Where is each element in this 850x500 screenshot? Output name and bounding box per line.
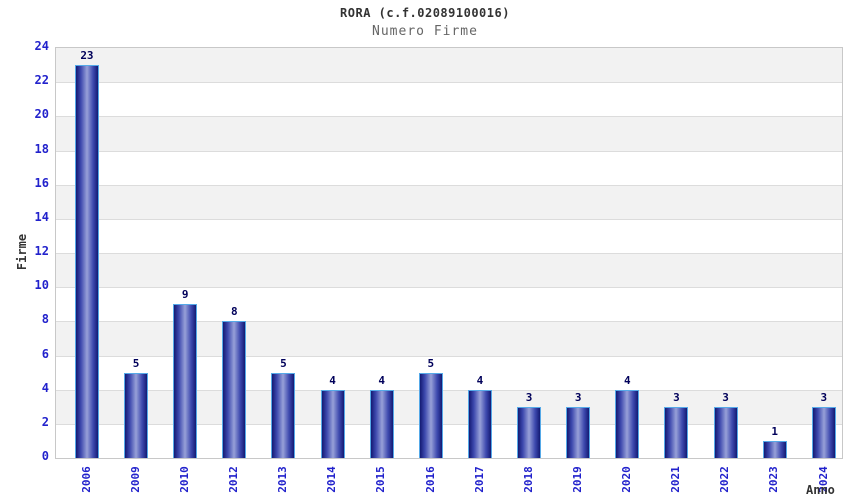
grid-line — [56, 287, 842, 289]
bar-value-label: 5 — [427, 356, 435, 370]
x-tick-label: 2019 — [570, 465, 584, 493]
bar-value-label: 8 — [231, 305, 238, 319]
y-tick-label: 12 — [34, 244, 49, 258]
x-tick-label: 2010 — [177, 465, 191, 493]
grid-line — [56, 82, 842, 84]
plot-band — [56, 82, 842, 117]
bar-2010 — [173, 304, 198, 458]
grid-line — [56, 184, 842, 186]
bar-value-label: 4 — [378, 373, 385, 387]
bar-value-label: 4 — [329, 373, 336, 387]
x-tick-label: 2012 — [226, 465, 240, 493]
bar-value-label: 5 — [280, 356, 287, 370]
bar-value-label: 3 — [574, 390, 582, 404]
bar-value-label: 4 — [624, 373, 631, 387]
bar-value-label: 3 — [722, 390, 729, 404]
bar-2021 — [664, 406, 689, 458]
bar-value-label: 3 — [525, 390, 533, 404]
grid-line — [56, 355, 842, 357]
grid-line — [56, 150, 842, 152]
bar-value-label: 3 — [820, 390, 828, 404]
y-tick-label: 24 — [34, 39, 49, 53]
plot-band — [56, 218, 842, 253]
bar-2017 — [467, 389, 492, 458]
y-tick-label: 8 — [41, 312, 49, 327]
y-axis-label: Firme — [15, 233, 29, 271]
plot-band — [56, 184, 842, 219]
bar-2006 — [74, 65, 99, 458]
x-tick-label: 2015 — [374, 465, 388, 493]
plot-band — [56, 116, 842, 151]
grid-line — [56, 321, 842, 323]
chart-title: RORA (c.f.02089100016) — [340, 6, 510, 20]
bar-2022 — [713, 406, 738, 458]
bar-2016 — [418, 372, 443, 458]
bar-2020 — [615, 389, 640, 458]
y-tick-label: 0 — [41, 449, 49, 463]
x-tick-label: 2009 — [128, 465, 142, 493]
bar-2013 — [271, 372, 296, 458]
bar-value-label: 9 — [181, 288, 189, 302]
x-tick-label: 2016 — [423, 465, 437, 493]
bar-2015 — [369, 389, 394, 458]
x-tick-label: 2018 — [521, 465, 535, 493]
grid-line — [56, 116, 842, 118]
y-tick-label: 10 — [34, 278, 49, 293]
bar-value-label: 3 — [673, 390, 680, 404]
y-tick-label: 2 — [41, 414, 49, 429]
x-tick-label: 2006 — [79, 465, 93, 493]
x-tick-label: 2023 — [767, 465, 781, 493]
y-tick-label: 14 — [34, 209, 49, 224]
x-tick-label: 2021 — [668, 465, 682, 493]
y-tick-label: 16 — [34, 175, 49, 190]
x-tick-label: 2022 — [718, 465, 732, 493]
plot-band — [56, 150, 842, 185]
bar-2014 — [320, 389, 345, 458]
plot-band — [56, 253, 842, 288]
x-tick-label: 2014 — [325, 465, 339, 493]
x-tick-label: 2017 — [472, 465, 486, 493]
grid-line — [56, 423, 842, 425]
chart-subtitle: Numero Firme — [372, 24, 478, 39]
bar-value-label: 5 — [132, 356, 140, 370]
grid-line — [56, 218, 842, 220]
x-tick-label: 2013 — [275, 465, 289, 493]
y-tick-label: 22 — [34, 73, 49, 88]
bar-2018 — [517, 406, 542, 458]
y-tick-label: 4 — [41, 380, 49, 395]
bar-value-label: 23 — [80, 49, 94, 63]
bar-2009 — [124, 372, 149, 458]
bar-2023 — [762, 440, 787, 458]
y-tick-label: 20 — [34, 107, 49, 122]
bar-2024 — [811, 406, 836, 458]
bar-value-label: 1 — [771, 424, 778, 438]
grid-line — [56, 389, 842, 391]
grid-line — [56, 253, 842, 254]
plot-band — [56, 48, 842, 83]
y-tick-label: 6 — [41, 346, 49, 361]
y-tick-label: 18 — [34, 141, 49, 156]
x-tick-label: 2020 — [619, 465, 633, 493]
bar-2012 — [222, 321, 247, 458]
plot-area: 23 5 9 8 5 4 4 5 4 3 3 4 3 3 1 3 — [55, 47, 843, 459]
bar-2019 — [566, 406, 591, 458]
x-axis-label: Anno — [806, 483, 835, 497]
bar-value-label: 4 — [476, 373, 484, 387]
